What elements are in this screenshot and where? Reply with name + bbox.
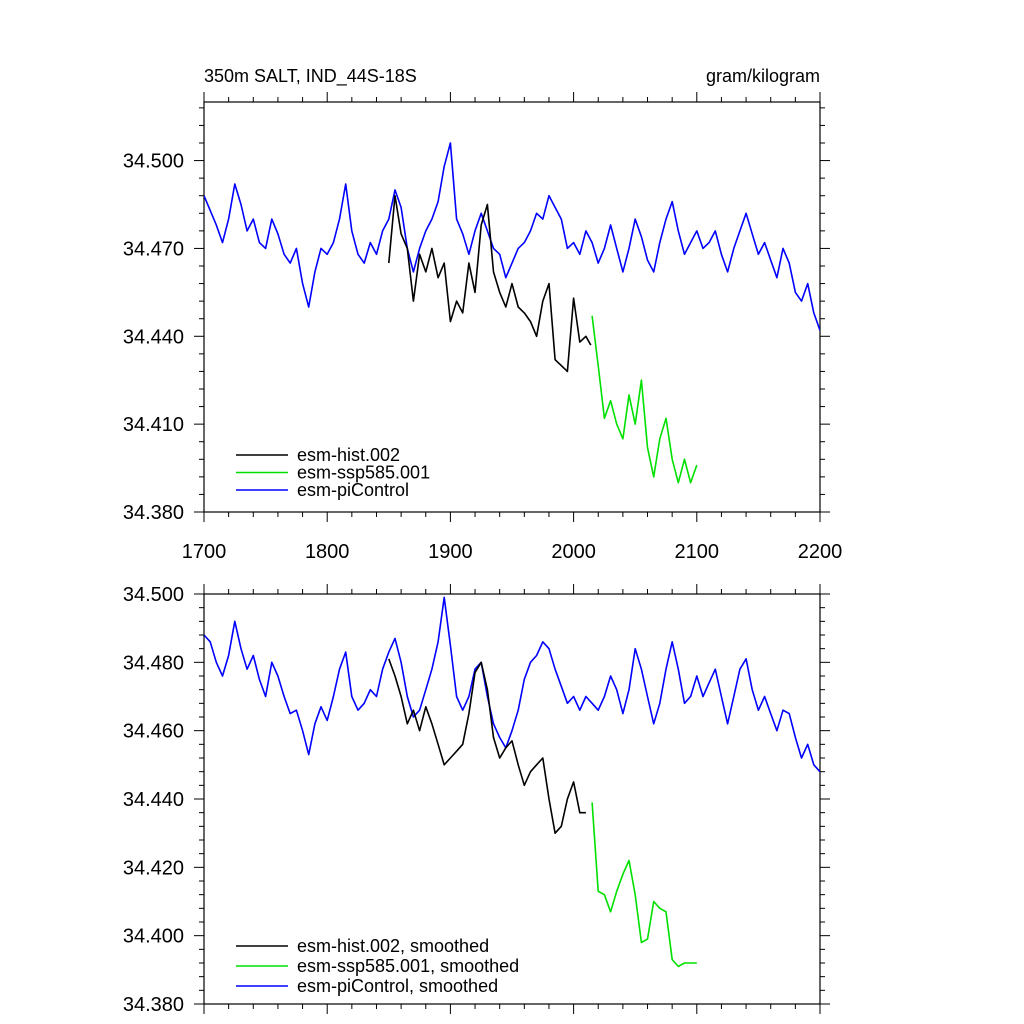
top-x-tick-label: 1700: [182, 541, 227, 563]
top-chart-panel: 350m SALT, IND_44S-18S gram/kilogram 170…: [123, 66, 842, 563]
bottom-series-line-picontrol: [204, 596, 820, 773]
top-chart-title: 350m SALT, IND_44S-18S: [204, 66, 417, 87]
top-x-tick-label: 2100: [675, 541, 720, 563]
top-x-tick-label: 2000: [551, 541, 596, 563]
top-plot-frame: [203, 101, 821, 513]
top-x-tick-label: 1900: [428, 541, 473, 563]
bottom-y-tick-label: 34.380: [123, 994, 184, 1016]
top-legend-label: esm-piControl: [297, 480, 409, 500]
top-y-tick-label: 34.470: [123, 238, 184, 260]
bottom-y-tick-label: 34.500: [123, 584, 184, 606]
top-x-tick-label: 1800: [305, 541, 350, 563]
bottom-y-tick-label: 34.400: [123, 926, 184, 948]
top-y-tick-label: 34.440: [123, 326, 184, 348]
top-series-line-picontrol: [204, 142, 820, 331]
top-legend-label: esm-hist.002: [297, 445, 400, 465]
bottom-y-tick-label: 34.480: [123, 652, 184, 674]
top-series-line-ssp: [591, 315, 698, 484]
bottom-chart-panel: 34.380 34.400 34.420 34.440 34.460 34.480 34.5…: [123, 584, 830, 1016]
bottom-legend-label: esm-piControl, smoothed: [297, 976, 498, 996]
bottom-series-line-hist: [388, 658, 586, 835]
top-x-tick-label: 2200: [798, 541, 843, 563]
bottom-legend-label: esm-hist.002, smoothed: [297, 936, 489, 956]
bottom-legend-label: esm-ssp585.001, smoothed: [297, 956, 519, 976]
top-y-tick-label: 34.500: [123, 151, 184, 173]
top-series-line-hist: [388, 194, 592, 373]
top-chart-units: gram/kilogram: [706, 66, 820, 86]
bottom-y-tick-label: 34.440: [123, 789, 184, 811]
bottom-series-line-ssp: [591, 802, 697, 968]
top-y-tick-label: 34.410: [123, 414, 184, 436]
top-y-tick-label: 34.380: [123, 502, 184, 524]
top-legend-label: esm-ssp585.001: [297, 463, 430, 483]
bottom-y-tick-label: 34.420: [123, 857, 184, 879]
bottom-y-tick-label: 34.460: [123, 721, 184, 743]
